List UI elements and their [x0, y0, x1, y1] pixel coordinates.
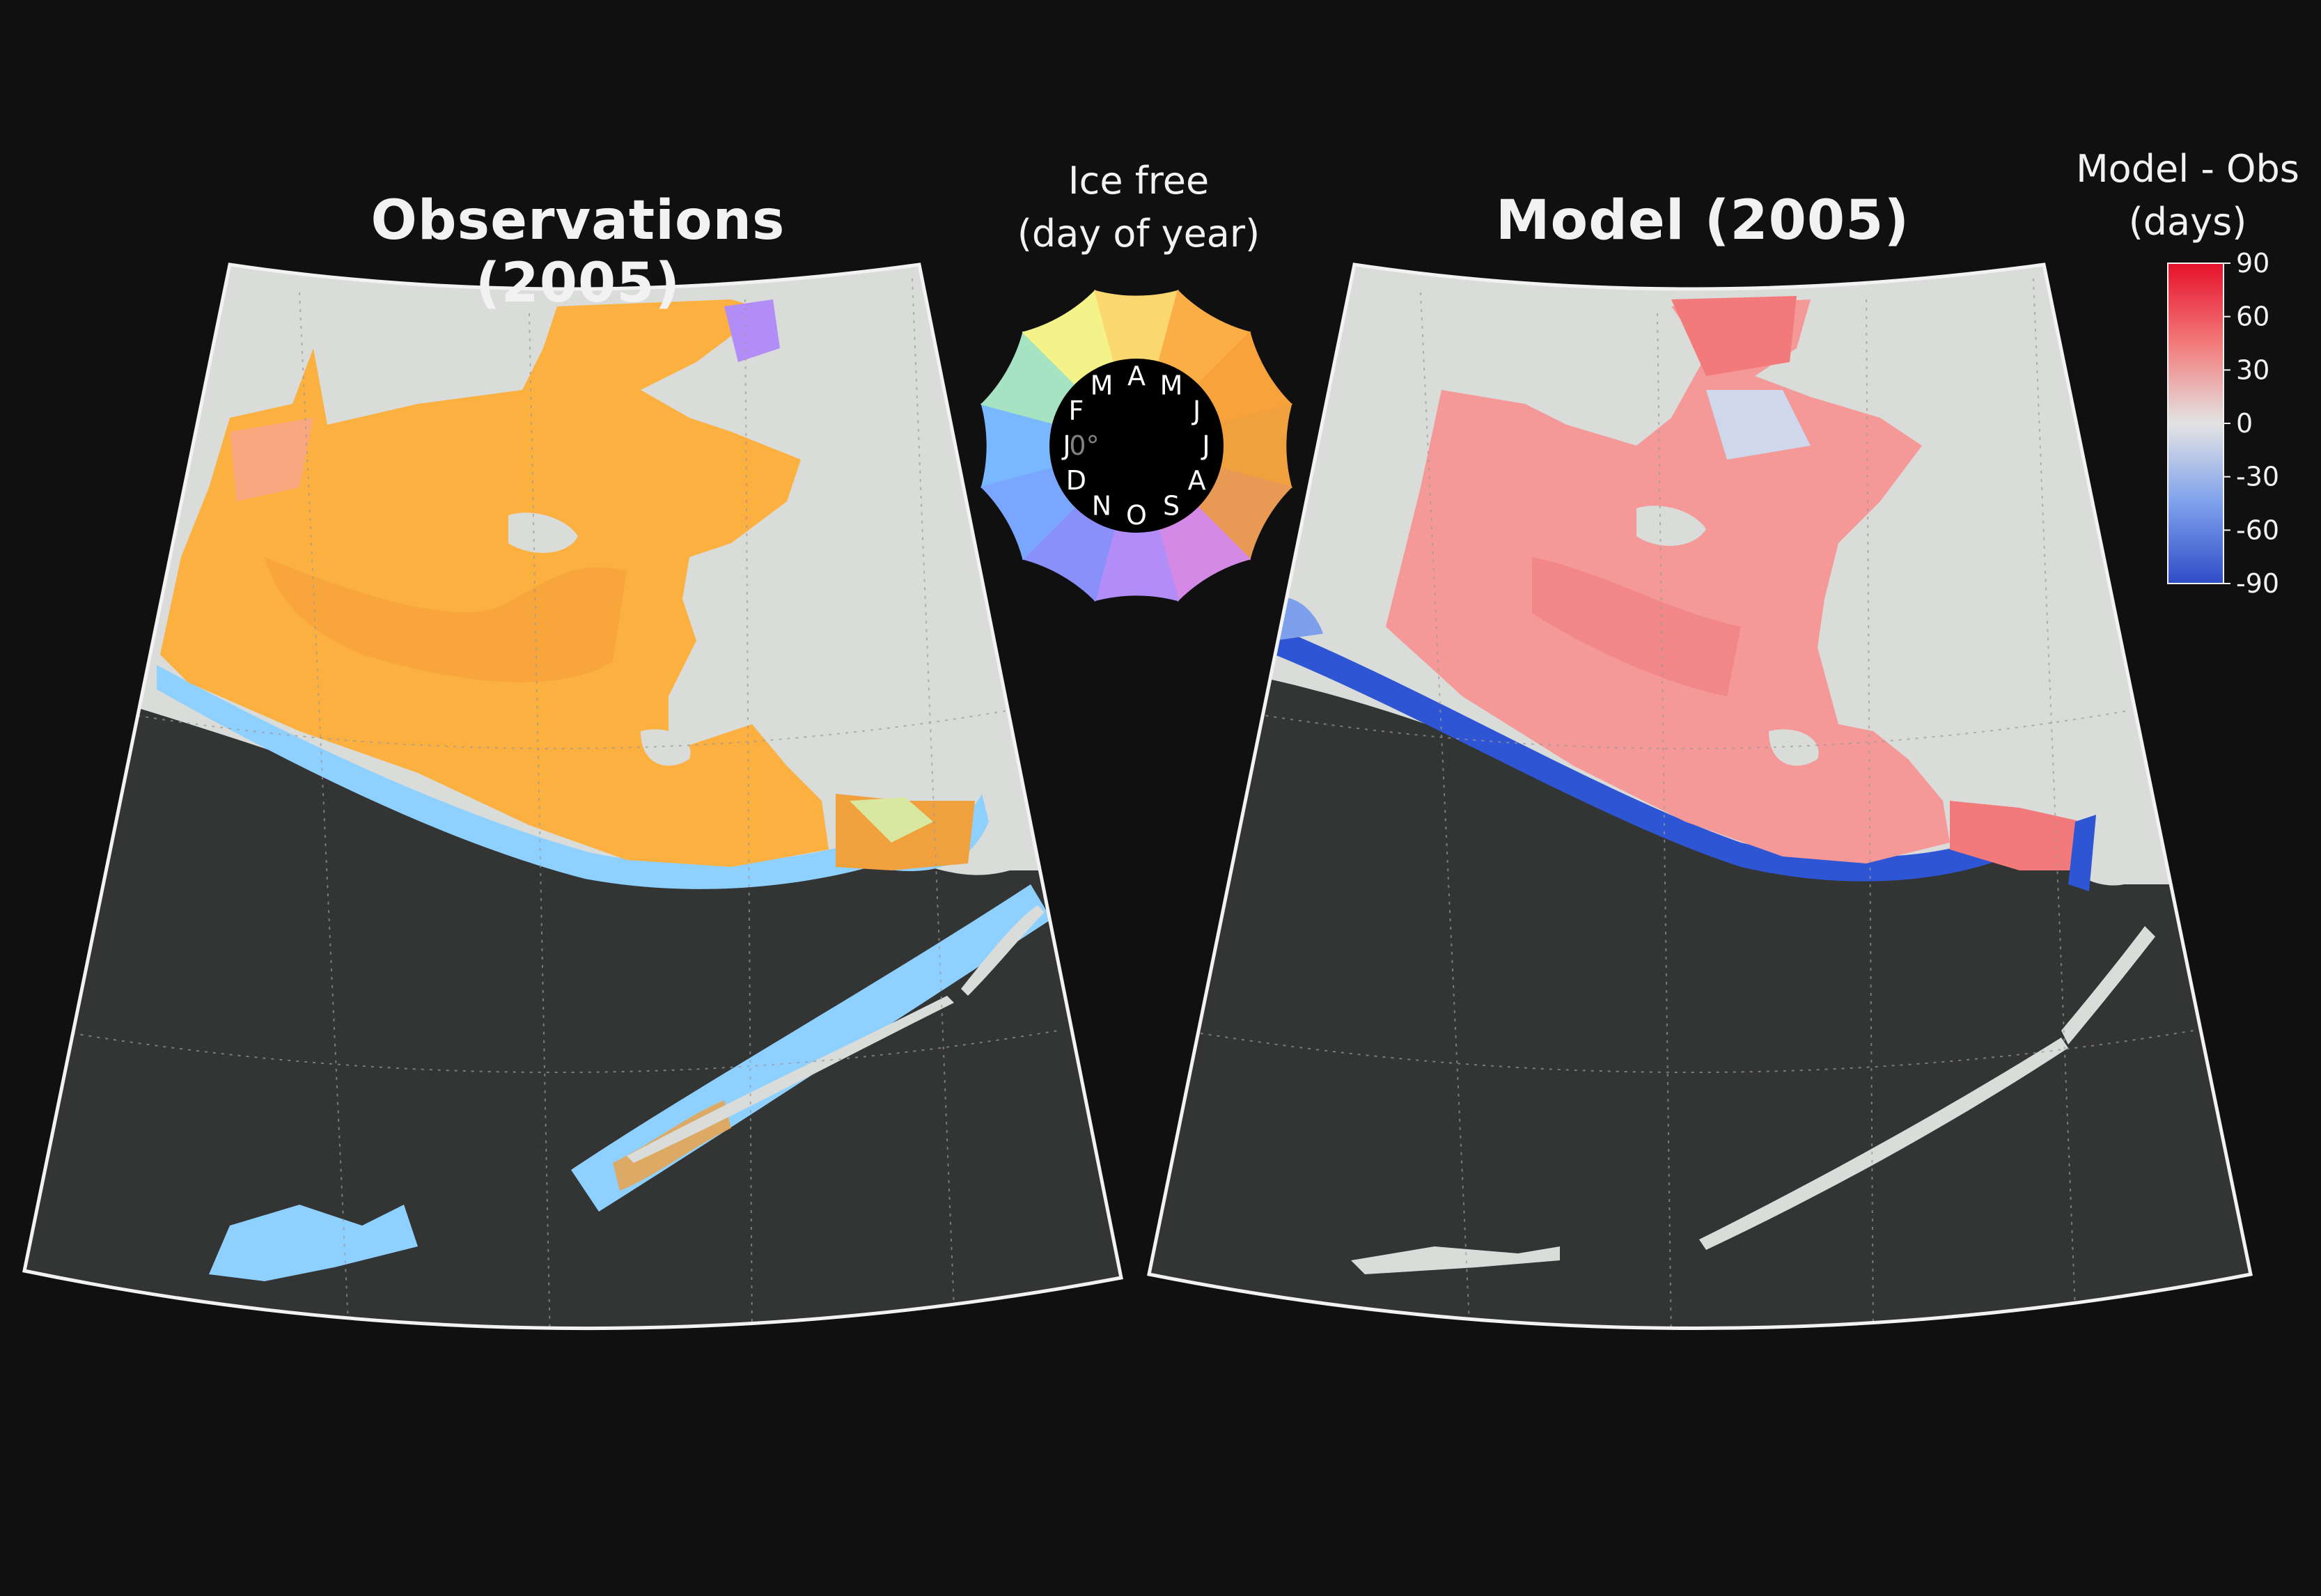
colorbar-title-line2: (days) [2128, 200, 2247, 244]
colorbar-tick-label: 30 [2236, 354, 2269, 385]
left-map-frame [22, 263, 1123, 1331]
colorbar-tick-label: 0 [2236, 408, 2253, 439]
model-title: Model (2005) [1495, 189, 1910, 252]
colorbar-tick-label: 60 [2236, 302, 2269, 332]
model-ice-area [1386, 299, 1950, 863]
month-label: N [1092, 491, 1111, 522]
month-label: M [1160, 370, 1183, 400]
month-label: A [1127, 361, 1146, 391]
month-label: S [1163, 491, 1180, 522]
ice-free-title-line2: (day of year) [1017, 212, 1260, 256]
month-label: D [1066, 465, 1086, 496]
month-label: J [1191, 396, 1201, 426]
obs-ice-area [160, 299, 829, 867]
ice-free-title-line1: Ice free [1068, 159, 1210, 203]
model-map [1147, 263, 2253, 1330]
observations-title: Observations (2005) [370, 189, 786, 315]
colorbar-title-line1: Model - Obs [2076, 147, 2299, 191]
month-label: J [1201, 430, 1210, 461]
observations-map [22, 263, 1123, 1331]
ring-center [1049, 359, 1224, 533]
model-ice-edge [1274, 627, 2026, 882]
ring-center-label: 0° [1069, 430, 1099, 461]
month-label: O [1126, 500, 1147, 531]
month-label: M [1091, 370, 1113, 400]
ice-free-legend-title: Ice free (day of year) [975, 155, 1302, 260]
month-label: F [1068, 396, 1084, 426]
colorbar-title: Model - Obs (days) [2054, 143, 2321, 249]
month-label: J [1061, 430, 1070, 461]
difference-colorbar: 90 60 30 0 -30 -60 -90 [2167, 248, 2279, 599]
colorbar-tick-label: 90 [2236, 248, 2269, 279]
month-label: A [1188, 465, 1206, 496]
colorbar-tick-label: -60 [2236, 515, 2279, 545]
colorbar-tick-label: -90 [2236, 568, 2279, 599]
right-map-frame [1147, 263, 2253, 1330]
right-map-ocean [1149, 655, 2251, 1329]
colorbar-tick-label: -30 [2236, 462, 2279, 492]
colorbar-bar [2167, 263, 2224, 584]
